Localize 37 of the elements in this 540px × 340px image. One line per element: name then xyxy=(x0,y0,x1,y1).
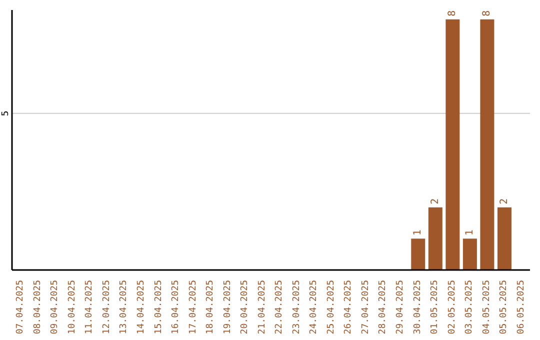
x-tick-label: 02.05.2025 xyxy=(447,280,458,334)
x-tick-label: 18.04.2025 xyxy=(206,280,216,334)
x-tick-label: 27.04.2025 xyxy=(360,280,371,334)
x-tick-label: 15.04.2025 xyxy=(154,280,164,334)
y-tick-label: 5 xyxy=(1,110,11,116)
x-tick-label: 28.04.2025 xyxy=(378,280,388,334)
x-tick-label: 09.04.2025 xyxy=(50,280,60,334)
x-tick-label: 08.04.2025 xyxy=(32,280,43,334)
data-label: 8 xyxy=(482,10,493,16)
x-tick-label: 13.04.2025 xyxy=(119,280,130,334)
x-tick-label: 25.04.2025 xyxy=(326,280,336,334)
x-tick-label: 26.04.2025 xyxy=(344,280,354,334)
x-tick-label: 16.04.2025 xyxy=(171,280,182,334)
x-tick-label: 17.04.2025 xyxy=(188,280,198,334)
x-tick-label: 29.04.2025 xyxy=(396,280,406,334)
x-tick-label: 07.04.2025 xyxy=(16,280,26,334)
x-tick-label: 21.04.2025 xyxy=(257,280,268,334)
x-tick-label: 04.05.2025 xyxy=(482,280,492,334)
data-label: 1 xyxy=(412,230,424,236)
x-tick-label: 11.04.2025 xyxy=(84,280,95,334)
x-tick-label: 24.04.2025 xyxy=(309,280,320,334)
data-label: 2 xyxy=(430,198,441,204)
x-tick-label: 06.05.2025 xyxy=(516,280,526,334)
x-tick-label: 03.05.2025 xyxy=(464,280,475,334)
data-label: 1 xyxy=(464,230,476,236)
x-tick-label: 20.04.2025 xyxy=(240,280,250,334)
x-tick-label: 12.04.2025 xyxy=(102,280,112,334)
x-tick-label: 19.04.2025 xyxy=(222,280,233,334)
x-tick-label: 01.05.2025 xyxy=(430,280,440,334)
x-tick-label: 22.04.2025 xyxy=(274,280,285,334)
data-label: 2 xyxy=(498,198,510,204)
x-tick-label: 10.04.2025 xyxy=(67,280,78,334)
x-tick-label: 05.05.2025 xyxy=(499,280,510,334)
data-label: 8 xyxy=(447,10,458,16)
x-tick-label: 14.04.2025 xyxy=(136,280,146,334)
x-tick-label: 23.04.2025 xyxy=(292,280,302,334)
x-tick-label: 30.04.2025 xyxy=(412,280,423,334)
